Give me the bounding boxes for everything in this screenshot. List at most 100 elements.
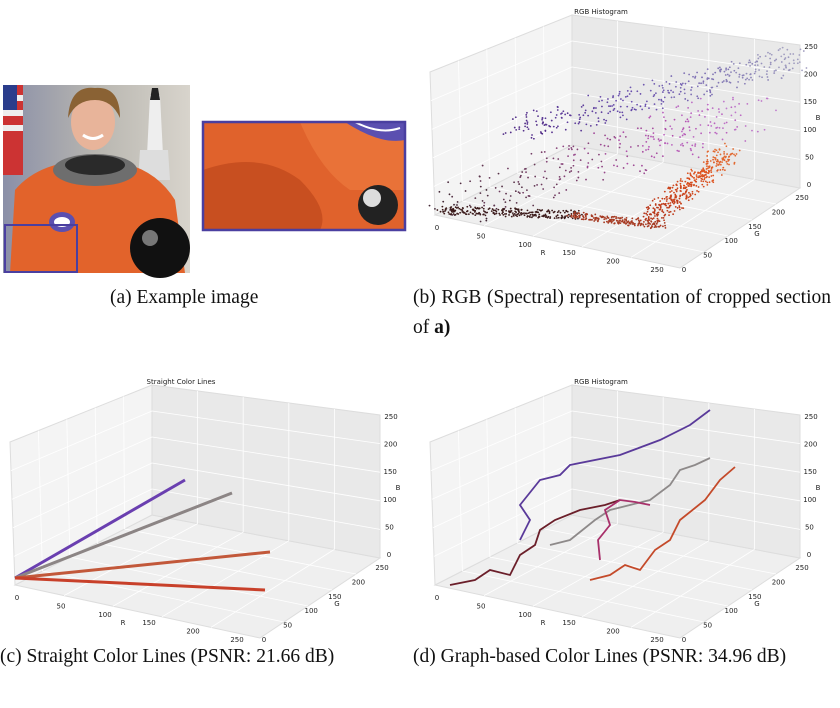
scatter-point xyxy=(712,181,715,184)
scatter-point xyxy=(492,212,495,214)
b-tick-label: 150 xyxy=(804,468,817,476)
scatter-point xyxy=(509,131,512,134)
scatter-point xyxy=(521,212,524,215)
scatter-point xyxy=(579,116,582,119)
scatter-point xyxy=(656,220,659,223)
scatter-point xyxy=(682,207,685,210)
scatter-point xyxy=(457,213,460,215)
scatter-point xyxy=(499,214,501,216)
scatter-point xyxy=(636,127,639,130)
z-axis-label: B xyxy=(396,484,401,492)
scatter-point xyxy=(635,218,638,221)
scatter-point xyxy=(502,213,505,216)
scatter-point xyxy=(789,53,792,55)
y-axis-label: G xyxy=(754,600,759,608)
scatter-point xyxy=(705,171,708,174)
scatter-point xyxy=(640,223,642,226)
scatter-point xyxy=(498,212,501,215)
grid-line xyxy=(543,26,545,160)
scatter-point xyxy=(653,82,656,85)
scatter-point xyxy=(759,55,762,58)
scatter-point xyxy=(681,180,684,183)
scatter-point xyxy=(464,190,467,192)
scatter-point xyxy=(491,208,494,210)
scatter-point xyxy=(710,125,713,127)
scatter-point xyxy=(695,184,698,187)
scatter-point xyxy=(511,212,514,215)
grid-line xyxy=(489,186,729,237)
scatter-point xyxy=(478,175,481,178)
scatter-point xyxy=(786,48,789,51)
scatter-point xyxy=(682,127,685,130)
scatter-point xyxy=(719,163,722,166)
scatter-point xyxy=(505,209,508,212)
scatter-point xyxy=(760,62,763,65)
scatter-point xyxy=(530,152,533,155)
scatter-point xyxy=(535,124,538,126)
scatter-point xyxy=(606,216,609,219)
caption-a: (a) Example image xyxy=(110,287,259,308)
scatter-point xyxy=(481,200,484,202)
scatter-point xyxy=(572,212,575,215)
scatter-point xyxy=(725,67,728,70)
scatter-point xyxy=(563,211,566,214)
scatter-point xyxy=(707,160,709,163)
grid-line xyxy=(517,172,753,221)
scatter-point xyxy=(702,142,704,145)
scatter-point xyxy=(593,220,596,222)
scatter-point xyxy=(483,201,486,204)
b-tick-label: 50 xyxy=(805,523,814,531)
b-tick-label: 150 xyxy=(804,98,817,106)
scatter-point xyxy=(541,117,544,119)
scatter-point xyxy=(527,176,529,179)
scatter-point xyxy=(603,118,605,121)
scatter-point xyxy=(622,114,624,117)
b-tick-label: 200 xyxy=(804,71,817,79)
scatter-point xyxy=(679,144,682,146)
scatter-point xyxy=(557,158,560,160)
scatter-point xyxy=(567,213,570,216)
r-tick-label: 50 xyxy=(477,602,486,610)
scatter-point xyxy=(558,166,561,169)
scatter-point xyxy=(666,206,669,209)
scatter-point xyxy=(708,176,711,179)
scatter-point xyxy=(696,71,699,74)
scatter-point xyxy=(706,181,709,184)
scatter-point xyxy=(775,109,777,112)
caption-b-text: (b) RGB (Spectral) representation of cro… xyxy=(413,287,831,338)
scatter-point xyxy=(642,215,645,218)
r-tick-label: 0 xyxy=(435,594,439,602)
scatter-point xyxy=(545,215,548,217)
scatter-point xyxy=(454,213,457,216)
scatter-point xyxy=(515,129,518,131)
scatter-point xyxy=(643,172,646,175)
scatter-point xyxy=(605,217,607,220)
scatter-point xyxy=(656,217,659,220)
scatter-point xyxy=(541,209,544,211)
scatter-point xyxy=(527,128,530,131)
r-tick-label: 100 xyxy=(518,611,531,619)
scatter-point xyxy=(621,216,624,219)
scatter-point xyxy=(701,76,703,79)
scatter-point xyxy=(632,164,635,167)
scatter-point xyxy=(572,154,575,156)
scatter-point xyxy=(662,89,665,92)
scatter-point xyxy=(517,181,520,183)
scatter-point xyxy=(572,215,575,218)
scatter-point xyxy=(600,216,603,219)
scatter-point xyxy=(754,68,757,71)
scatter-point xyxy=(728,74,731,77)
scatter-point xyxy=(644,219,647,221)
scatter-point xyxy=(597,219,599,222)
scatter-point xyxy=(568,171,571,173)
scatter-point xyxy=(688,178,691,181)
scatter-point xyxy=(685,195,688,198)
scatter-point xyxy=(718,126,721,129)
grid-line xyxy=(544,528,777,575)
scatter-point xyxy=(685,197,688,200)
scatter-point xyxy=(754,64,756,67)
scatter-point xyxy=(673,118,676,121)
scatter-point xyxy=(528,195,531,197)
plot-3d: RGB Histogram 0 50 100 150 200 250 0 50 100 150 200… xyxy=(429,378,821,644)
scatter-point xyxy=(697,190,700,193)
